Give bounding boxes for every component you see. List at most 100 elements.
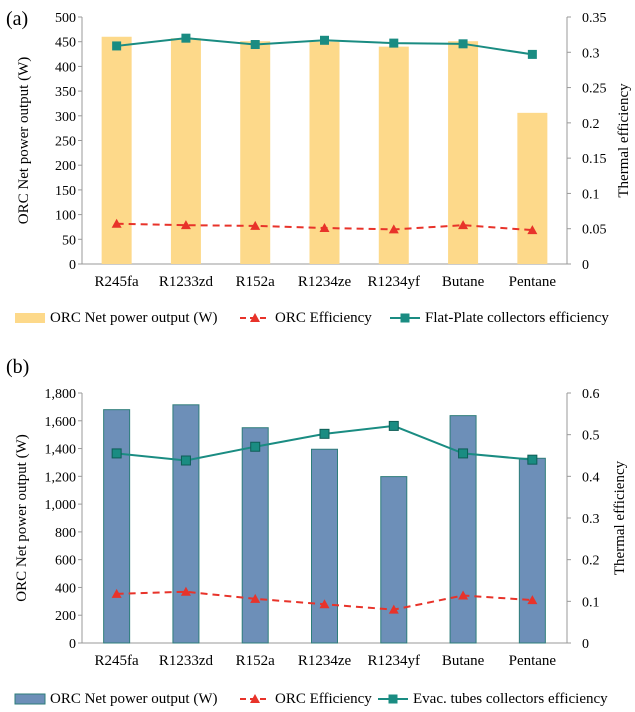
panela-legend-dash-label: ORC Efficiency <box>275 310 372 326</box>
panelb-ytick-label: 800 <box>55 526 76 541</box>
panelb-y2tick-label: 0.4 <box>582 470 600 485</box>
panelb-y2tick-label: 0.3 <box>582 512 600 527</box>
panelb-y2tick-label: 0.6 <box>582 387 600 402</box>
panela-ytick-label: 300 <box>55 110 76 125</box>
panelb-bar-R1234ze <box>311 448 338 644</box>
panelb-ytick-label: 600 <box>55 554 76 569</box>
panela-xtick-label: R1234yf <box>368 274 421 290</box>
panela-orc-efficiency-point <box>388 224 399 234</box>
panela-orc-efficiency-point <box>458 220 469 230</box>
panela-orc-efficiency-point <box>180 220 191 230</box>
panela-ytick-label: 400 <box>55 60 76 75</box>
panelb-orc-efficiency-point <box>458 590 469 600</box>
panelb-legend-dash-label: ORC Efficiency <box>275 691 372 707</box>
panelb-xtick-label: Pentane <box>509 653 557 669</box>
panela-bar-Butane <box>448 41 479 265</box>
panelb-ytick-label: 1,000 <box>45 498 77 513</box>
panela-ytick-label: 500 <box>55 11 76 26</box>
panela-bar-Pentane <box>517 112 548 264</box>
panela-collector-efficiency-point <box>389 38 399 48</box>
panelb-legend-line-label: Evac. tubes collectors efficiency <box>413 691 608 707</box>
panela-orc-efficiency-point <box>250 220 261 230</box>
panelb-xtick-label: R1233zd <box>159 653 214 669</box>
panela-collector-efficiency-point <box>458 39 468 49</box>
panelb-collector-efficiency-point <box>319 428 330 439</box>
panelb-collector-efficiency-point <box>388 420 399 431</box>
panelb-collector-efficiency-point <box>527 454 538 465</box>
panela-y2tick-label: 0.15 <box>582 152 607 167</box>
panelb-bar-R1234yf <box>380 476 408 644</box>
panelb-bar-R245fa <box>103 409 131 644</box>
panelb-orc-efficiency-point <box>250 593 261 603</box>
panela-orc-efficiency-point <box>111 218 122 228</box>
panelb-orc-efficiency-point <box>180 586 191 596</box>
panela-xtick-label: R1234ze <box>298 274 352 290</box>
panelb-ytick-label: 1,600 <box>45 415 77 430</box>
panela-legend-line-label: Flat-Plate collectors efficiency <box>425 310 609 326</box>
panelb-y2tick-label: 0.5 <box>582 429 600 444</box>
panela-legend-line-marker <box>400 313 410 323</box>
panelb-collector-efficiency-point <box>458 448 469 459</box>
panela-y2tick-label: 0.05 <box>582 223 607 238</box>
panelb-bar-R1233zd <box>172 404 200 644</box>
panela-ytick-label: 100 <box>55 209 76 224</box>
panelb-y2tick-label: 0 <box>582 637 589 652</box>
panela-xtick-label: Pentane <box>509 274 557 290</box>
panelb-orc-efficiency-point <box>527 595 538 605</box>
panela-ytick-label: 200 <box>55 159 76 174</box>
panela-collector-efficiency-point <box>320 35 329 45</box>
panelb-orc-efficiency-point <box>319 599 330 609</box>
panela-ytick-label: 350 <box>55 85 76 100</box>
panela-y2tick-label: 0.35 <box>582 11 607 26</box>
panela-y2tick-label: 0 <box>582 258 589 273</box>
panelb-legend-line-marker <box>388 694 398 704</box>
panela-bar-R245fa <box>101 36 132 265</box>
panela-ytick-label: 450 <box>55 36 76 51</box>
panelb-xtick-label: R1234ze <box>298 653 352 669</box>
panelb-ytick-label: 0 <box>69 637 76 652</box>
panela-orc-efficiency-point <box>527 225 538 235</box>
panelb-y2tick-label: 0.1 <box>582 595 600 610</box>
panela-legend-dash-marker <box>250 313 260 322</box>
panela-bar-R1233zd <box>170 38 201 264</box>
panelb-collector-efficiency-point <box>250 441 261 452</box>
panela-ytick-label: 250 <box>55 135 76 150</box>
panelb-orc-efficiency-point <box>111 588 122 598</box>
panela-y2tick-label: 0.1 <box>582 187 600 202</box>
panela-collector-efficiency-point <box>250 40 260 50</box>
panelb-y2-axis-title: Thermal efficiency <box>612 460 628 575</box>
panela-legend-bar-label: ORC Net power output (W) <box>50 310 217 326</box>
panela-y2-axis-title: Thermal efficiency <box>616 83 632 198</box>
panelb-legend-dash-marker <box>250 694 260 703</box>
panelb-xtick-label: R245fa <box>95 653 140 669</box>
panelb-legend-bar-label: ORC Net power output (W) <box>50 691 217 707</box>
panelb-collector-efficiency-point <box>180 455 191 466</box>
panelb-ytick-label: 1,800 <box>45 387 77 402</box>
panela-y2tick-label: 0.3 <box>582 46 600 61</box>
panela-ytick-label: 150 <box>55 184 76 199</box>
panelb-xtick-label: R152a <box>236 653 276 669</box>
panelb-orc-efficiency-point <box>388 604 399 614</box>
panelb-bar-R152a <box>241 427 269 644</box>
panela-collector-efficiency-point <box>527 49 537 59</box>
panelb-y-axis-title: ORC Net power output (W) <box>14 434 30 601</box>
panela-collector-efficiency-point <box>181 33 191 43</box>
panela-orc-efficiency-point <box>319 223 330 233</box>
panela-y-axis-title: ORC Net power output (W) <box>16 57 32 224</box>
panelb-ytick-label: 400 <box>55 581 76 596</box>
panela-y2tick-label: 0.2 <box>582 117 600 132</box>
panelb-collector-efficiency-point <box>111 448 122 459</box>
panela-xtick-label: R1233zd <box>159 274 214 290</box>
panela-xtick-label: R245fa <box>95 274 140 290</box>
panela-label: (a) <box>6 8 28 30</box>
panela-y2tick-label: 0.25 <box>582 82 607 97</box>
panela-ytick-label: 50 <box>62 233 76 248</box>
panela-collector-efficiency-point <box>112 41 122 51</box>
panela-xtick-label: R152a <box>236 274 276 290</box>
panelb-ytick-label: 200 <box>55 609 76 624</box>
panela-xtick-label: Butane <box>442 274 485 290</box>
panela-legend-bar-swatch <box>15 313 45 323</box>
panela-ytick-label: 0 <box>69 258 76 273</box>
panelb-label: (b) <box>6 356 29 378</box>
